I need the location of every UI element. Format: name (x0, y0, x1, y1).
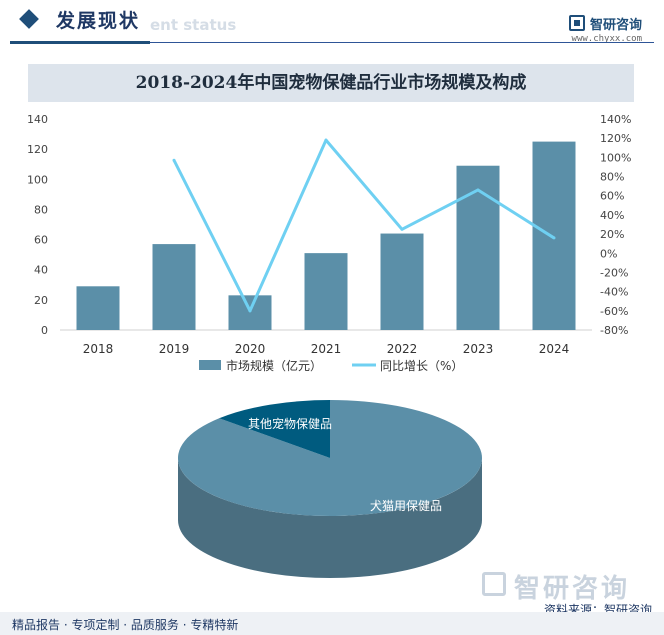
growth-point-2022 (400, 227, 404, 231)
pie-chart: 犬猫用保健品 其他宠物保健品 (177, 400, 483, 578)
section-subtitle: ent status (150, 16, 237, 34)
left-tick-label: 0 (41, 324, 48, 337)
watermark-brand: 智研咨询 (514, 574, 631, 604)
growth-point-2024 (552, 236, 556, 240)
right-tick-label: 20% (600, 228, 624, 241)
header-divider (10, 42, 654, 43)
right-tick-label: 0% (600, 247, 617, 260)
right-tick-label: -60% (600, 305, 628, 318)
pie-label-1: 其他宠物保健品 (248, 416, 332, 431)
growth-line (172, 138, 555, 313)
left-axis: 0 20 40 60 80 100 120 140 (27, 113, 48, 337)
bar-2024 (532, 141, 576, 330)
left-tick-label: 20 (34, 294, 48, 307)
chart-title: 2018-2024年中国宠物保健品行业市场规模及构成 (135, 73, 527, 93)
legend: 市场规模（亿元） 同比增长（%） (199, 358, 463, 373)
right-tick-label: -80% (600, 324, 628, 337)
right-tick-label: 80% (600, 171, 624, 184)
header-divider-accent (10, 41, 150, 44)
watermark-logo-icon (482, 572, 506, 596)
page-header: ent status 发展现状 智研咨询 www.chyxx.com (0, 0, 664, 46)
bar-2022 (380, 233, 424, 330)
legend-line-label: 同比增长（%） (380, 359, 463, 373)
bar-series (76, 141, 576, 330)
section-title: 发展现状 (56, 10, 141, 32)
growth-point-2021 (324, 138, 328, 142)
right-tick-label: 40% (600, 209, 624, 222)
logo-icon (568, 15, 585, 31)
right-axis: -80% -60% -40% -20% 0% 20% 40% 60% 80% 100% 120% 14… (600, 113, 631, 337)
pie-slice-1 (219, 400, 330, 458)
x-tick-label: 2020 (235, 342, 266, 356)
chart-title-box: 2018-2024年中国宠物保健品行业市场规模及构成 (28, 64, 634, 102)
legend-bar-label: 市场规模（亿元） (226, 358, 322, 373)
pie-label-0: 犬猫用保健品 (370, 499, 442, 513)
line-series (172, 138, 556, 313)
left-tick-label: 60 (34, 234, 48, 247)
pie-side (178, 458, 482, 578)
x-tick-label: 2021 (311, 342, 342, 356)
growth-point-2020 (248, 309, 252, 313)
footer-slogan: 精品报告 · 专项定制 · 品质服务 · 专精特新 (12, 618, 239, 632)
right-tick-label: -40% (600, 286, 628, 299)
bar-2019 (152, 244, 196, 330)
left-tick-label: 120 (27, 143, 48, 156)
right-tick-label: 140% (600, 113, 631, 126)
footer: 精品报告 · 专项定制 · 品质服务 · 专精特新 (0, 612, 664, 635)
x-tick-label: 2019 (159, 342, 190, 356)
right-tick-label: 100% (600, 151, 631, 164)
left-tick-label: 140 (27, 113, 48, 126)
brand-url: www.chyxx.com (571, 34, 642, 44)
left-tick-label: 40 (34, 264, 48, 277)
bar-2023 (456, 165, 500, 330)
bar-2021 (304, 253, 348, 330)
chart-canvas: 0 20 40 60 80 100 120 140 -80% -60% -40% -20% 0% 20%… (27, 113, 631, 578)
bar-2020 (228, 295, 272, 330)
brand-name: 智研咨询 (589, 17, 642, 33)
left-tick-label: 100 (27, 173, 48, 186)
brand: 智研咨询 (568, 12, 642, 34)
x-tick-label: 2022 (387, 342, 418, 356)
x-tick-label: 2018 (83, 342, 114, 356)
growth-point-2023 (476, 188, 480, 192)
right-tick-label: -20% (600, 266, 628, 279)
legend-bar-swatch (199, 360, 221, 370)
growth-point-2019 (172, 158, 176, 162)
right-tick-label: 60% (600, 190, 624, 203)
x-tick-label: 2023 (463, 342, 494, 356)
x-tick-label: 2024 (539, 342, 570, 356)
left-tick-label: 80 (34, 203, 48, 216)
bar-2018 (76, 286, 120, 330)
x-axis-labels: 2018 2019 2020 2021 2022 2023 2024 (83, 342, 570, 356)
right-tick-label: 120% (600, 132, 631, 145)
